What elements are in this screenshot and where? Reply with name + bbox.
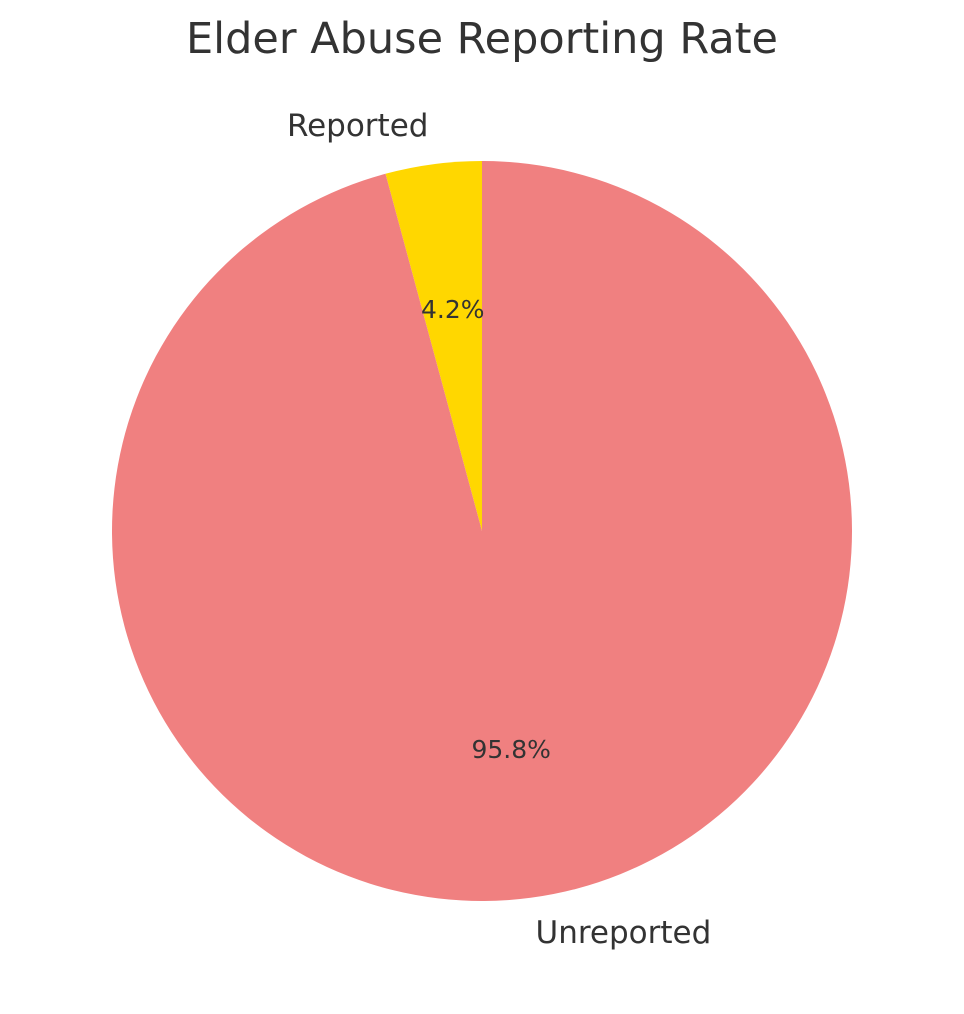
percent-label-reported: 4.2% <box>421 295 485 324</box>
category-label-reported: Reported <box>287 108 429 144</box>
category-label-unreported: Unreported <box>536 915 712 951</box>
pie-slice-reported <box>385 161 482 531</box>
pie-slices <box>112 161 852 901</box>
pie-labels: Reported 4.2% Unreported 95.8% <box>287 108 711 951</box>
pie-slice-unreported <box>112 161 852 901</box>
chart-title: Elder Abuse Reporting Rate <box>185 14 778 64</box>
percent-label-unreported: 95.8% <box>471 735 550 764</box>
